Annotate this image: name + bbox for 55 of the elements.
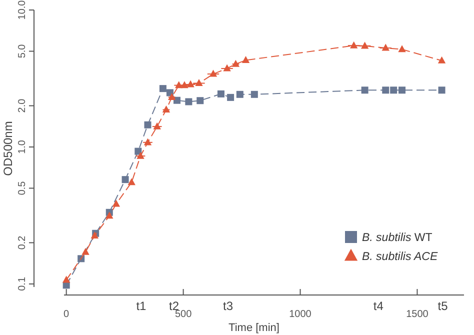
point bbox=[136, 152, 144, 159]
y-tick-label: 0.1 bbox=[17, 276, 28, 291]
point bbox=[144, 138, 152, 146]
x-tick-label: 1000 bbox=[289, 309, 312, 320]
point bbox=[168, 92, 176, 100]
point bbox=[236, 90, 244, 98]
point bbox=[144, 121, 152, 128]
point bbox=[398, 45, 406, 52]
point bbox=[82, 248, 90, 255]
point bbox=[62, 276, 70, 283]
point bbox=[382, 86, 390, 94]
x-axis-title: Time [min] bbox=[228, 322, 280, 334]
point bbox=[128, 178, 136, 186]
x-tick-label: 0 bbox=[64, 309, 70, 320]
point bbox=[250, 90, 258, 98]
point bbox=[382, 44, 390, 51]
x-tick-label: 1500 bbox=[406, 309, 429, 320]
point bbox=[361, 86, 368, 94]
point bbox=[227, 94, 234, 101]
text: t3 bbox=[222, 299, 234, 313]
point bbox=[153, 122, 161, 130]
y-tick-label: 1.0 bbox=[17, 140, 28, 154]
point bbox=[122, 176, 129, 184]
point bbox=[159, 85, 166, 92]
y-tick-label: 0.5 bbox=[17, 180, 28, 196]
text: t1 bbox=[136, 299, 147, 313]
y-tick-label: 10.0 bbox=[17, 0, 28, 20]
x-tick-label: 500 bbox=[174, 309, 192, 320]
point bbox=[185, 98, 192, 106]
point bbox=[350, 41, 358, 48]
point bbox=[173, 96, 180, 104]
y-tick-label: 5.0 bbox=[17, 44, 28, 58]
point bbox=[223, 64, 231, 72]
point bbox=[438, 86, 446, 94]
point bbox=[195, 79, 203, 86]
y-tick-label: 0.2 bbox=[17, 235, 28, 250]
point bbox=[180, 81, 188, 88]
point bbox=[232, 60, 240, 67]
point bbox=[217, 90, 224, 98]
point bbox=[162, 106, 170, 113]
point bbox=[106, 212, 114, 219]
point bbox=[196, 97, 204, 104]
y-axis-title: OD500nm bbox=[1, 121, 15, 176]
point bbox=[390, 86, 398, 94]
legend-label: B. subtilis WT bbox=[362, 232, 432, 244]
point bbox=[242, 56, 250, 64]
point bbox=[112, 200, 120, 207]
text: t4 bbox=[373, 299, 384, 313]
point bbox=[398, 86, 406, 94]
text: t5 bbox=[438, 299, 448, 313]
legend-label: B. subtilis ACE bbox=[362, 251, 438, 263]
point bbox=[360, 42, 369, 49]
point bbox=[209, 70, 218, 77]
y-tick-label: 2.0 bbox=[17, 98, 28, 113]
point bbox=[438, 56, 446, 64]
